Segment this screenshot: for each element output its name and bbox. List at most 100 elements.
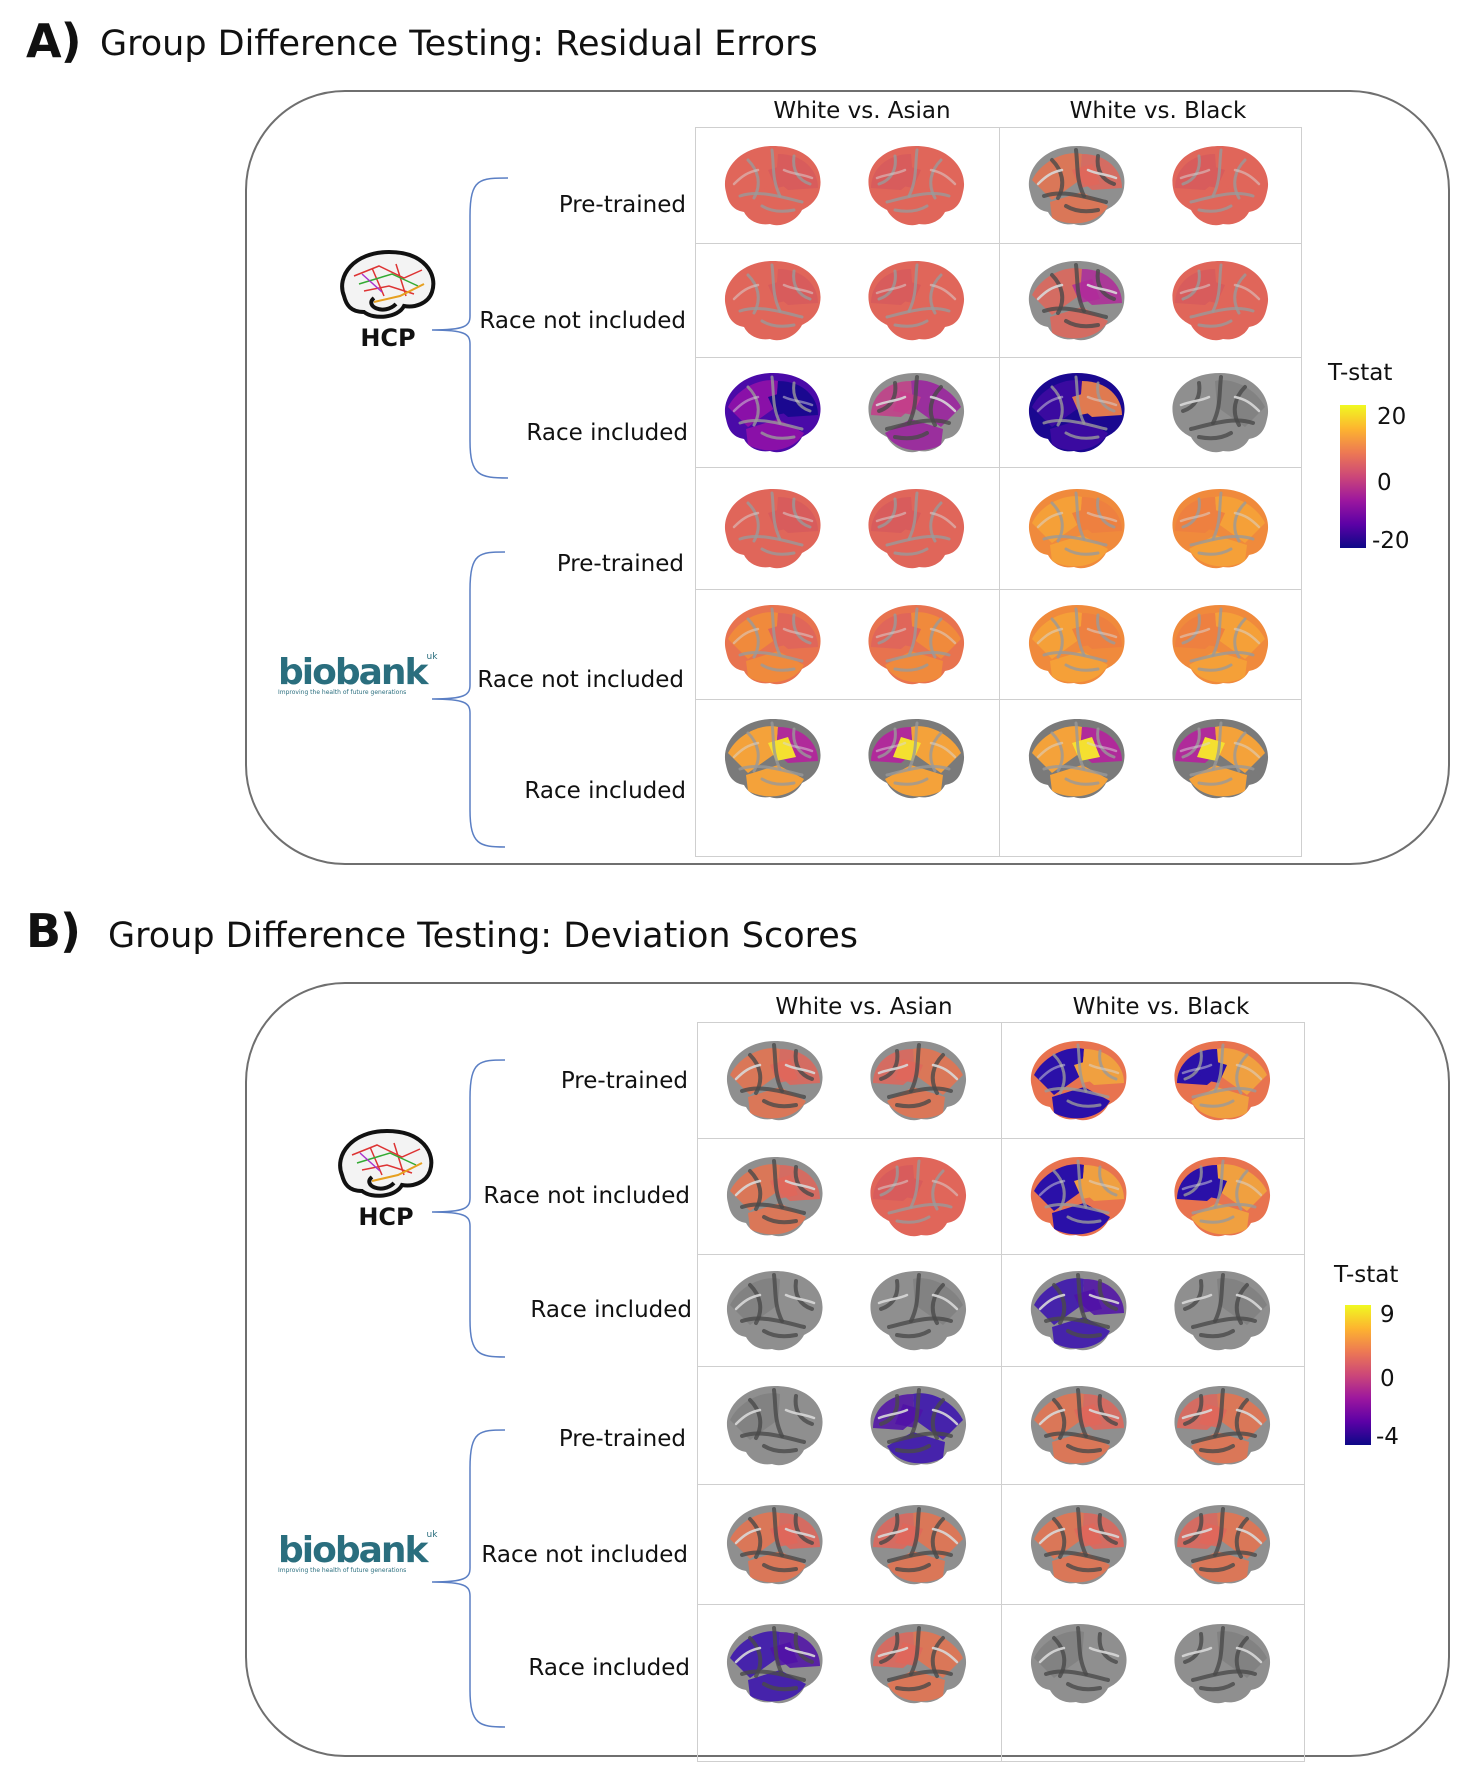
brain-cell [1024,1151,1134,1247]
colorbar-title: T-stat [1334,1262,1399,1288]
row-label: Race not included [481,1542,688,1568]
grid-divider [998,128,1000,856]
row-label: Pre-trained [560,1068,688,1094]
brain-surface [868,605,965,685]
brain-cell [1165,713,1275,809]
brain-cell [720,1265,830,1361]
brain-surface [1174,1505,1271,1585]
column-header: White vs. Asian [775,994,953,1020]
grid-divider [696,243,1301,244]
brain-surface [1028,373,1125,453]
brain-cell [861,140,971,236]
brain-surface [1174,1271,1271,1351]
brain-cell [1024,1265,1134,1361]
brain-cell [1024,1499,1134,1595]
brain-surface [868,146,965,226]
brain-surface [868,261,965,341]
brain-surface [1030,1041,1127,1121]
brain-cell [1024,1618,1134,1714]
hcp-logo: HCP [332,1125,440,1231]
hcp-brain-icon [340,249,436,319]
brain-cell [718,483,828,579]
brain-cell [1022,713,1132,809]
biobank-wordmark: biobank [278,1530,428,1571]
brain-cell [861,599,971,695]
brain-surface [1174,1624,1271,1704]
brain-cell [863,1035,973,1131]
brain-cell [1165,255,1275,351]
biobank-uk-mark: uk [426,1530,438,1540]
brain-cell [1167,1151,1277,1247]
brain-surface [1171,146,1268,226]
brain-surface [868,719,965,799]
brain-surface [724,605,821,685]
biobank-uk-mark: uk [426,652,438,662]
column-header: White vs. Black [1072,994,1250,1020]
brain-surface [1028,719,1125,799]
panel-letter: B) [26,904,81,958]
column-header: White vs. Asian [773,98,951,124]
brain-cell [1024,1035,1134,1131]
colorbar-tick: 20 [1377,404,1407,430]
brain-cell [1167,1618,1277,1714]
brain-surface [1030,1624,1127,1704]
brain-surface [1028,261,1125,341]
brain-surface [1171,373,1268,453]
hcp-logo: HCP [334,246,442,352]
colorbar [1345,1305,1371,1445]
panel-title: Group Difference Testing: Residual Error… [100,24,818,64]
brain-cell [863,1265,973,1361]
brain-surface [870,1386,967,1466]
brain-surface [870,1041,967,1121]
brain-surface [724,719,821,799]
brain-surface [1028,489,1125,569]
brain-surface [868,373,965,453]
brain-surface [870,1624,967,1704]
brain-surface [724,261,821,341]
brain-surface [1174,1386,1271,1466]
brain-cell [1165,483,1275,579]
row-label: Pre-trained [558,192,686,218]
brain-cell [718,367,828,463]
brain-cell [1165,140,1275,236]
row-label: Race not included [479,308,686,334]
brain-surface [1030,1157,1127,1237]
brain-surface [1028,146,1125,226]
brain-cell [863,1499,973,1595]
grid-divider [698,1138,1304,1139]
row-label: Race not included [483,1183,690,1209]
brain-surface [726,1271,823,1351]
brain-cell [1165,599,1275,695]
brain-surface [724,489,821,569]
row-label: Race not included [477,667,684,693]
brain-cell [1022,140,1132,236]
brain-surface [726,1624,823,1704]
brain-surface [724,373,821,453]
panel-frame [245,982,1450,1757]
brain-surface [724,146,821,226]
brain-surface [726,1157,823,1237]
brain-surface [1028,605,1125,685]
column-header: White vs. Black [1069,98,1247,124]
row-label: Race included [524,778,686,804]
colorbar-tick: -20 [1372,528,1410,554]
brain-cell [718,713,828,809]
group-brace [431,1059,506,1358]
brain-grid [697,1022,1305,1762]
brain-cell [1022,483,1132,579]
grid-divider [696,589,1301,590]
grid-divider [1001,1023,1002,1761]
colorbar-title: T-stat [1328,360,1393,386]
brain-cell [720,1380,830,1476]
hcp-label: HCP [360,324,416,352]
biobank-wordmark: biobank [278,652,428,693]
colorbar [1340,405,1366,548]
brain-surface [1030,1271,1127,1351]
colorbar-tick: -4 [1376,1424,1399,1450]
group-brace [431,1429,506,1728]
brain-cell [1024,1380,1134,1476]
brain-cell [863,1151,973,1247]
grid-divider [696,467,1301,468]
brain-surface [1030,1505,1127,1585]
brain-cell [863,1380,973,1476]
